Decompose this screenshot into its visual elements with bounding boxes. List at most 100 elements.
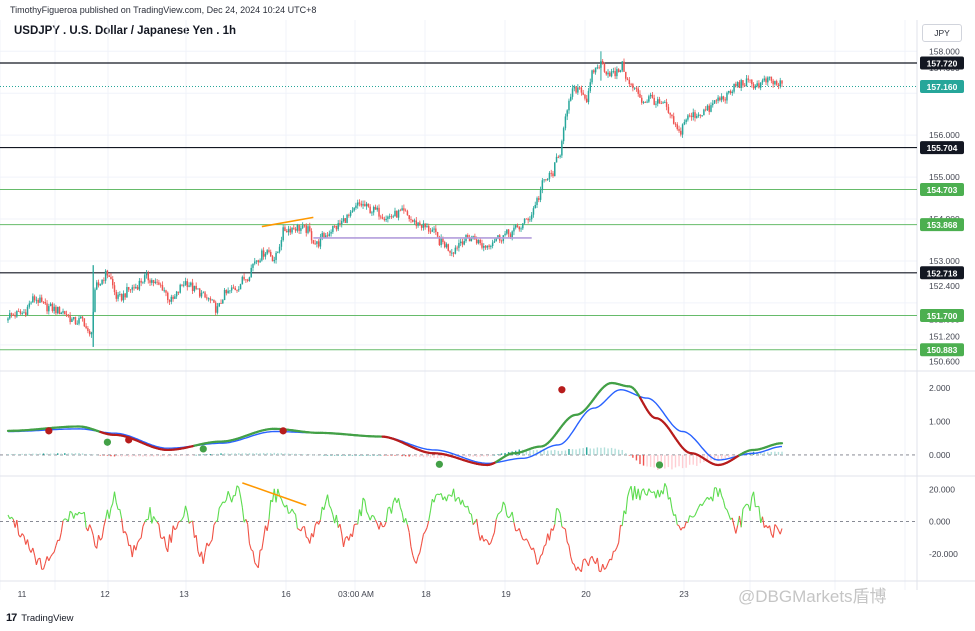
oscillator-line-segment [149, 507, 153, 524]
candle-body [172, 296, 174, 299]
candle-body [381, 217, 384, 219]
oscillator-line-segment [694, 511, 698, 516]
oscillator-line-segment [300, 526, 304, 532]
oscillator-line-segment [545, 533, 549, 545]
candle-body [722, 96, 725, 100]
candle-body [577, 87, 579, 93]
candle-body [525, 218, 528, 220]
oscillator-line-segment [218, 505, 222, 509]
candle-body [523, 218, 526, 224]
oscillator-line-segment [170, 525, 174, 543]
histogram-bar [326, 454, 329, 456]
oscillator-line-segment [163, 536, 167, 548]
oscillator-line-segment [556, 507, 559, 510]
publisher-header: TimothyFigueroa published on TradingView… [10, 5, 317, 15]
candle-body [348, 214, 350, 216]
oscillator-line-segment [366, 511, 369, 516]
candle-body [355, 205, 357, 208]
candle-body [316, 241, 318, 244]
last-price-tag [920, 80, 964, 94]
candle-body [222, 300, 224, 304]
oscillator-line-segment [153, 516, 156, 520]
oscillator-line-segment [326, 494, 330, 506]
oscillator-line-segment [215, 520, 218, 523]
histogram-bar [621, 449, 623, 455]
oscillator-line-segment [295, 514, 298, 529]
candle-body [658, 99, 661, 104]
cross-point-dot [435, 460, 443, 468]
oscillator-line-segment [89, 524, 92, 530]
candle-body [211, 299, 213, 301]
candle-body [575, 86, 577, 93]
cross-point-dot [125, 436, 133, 444]
last-price-tag-label: 157.160 [927, 82, 958, 92]
histogram-bar [156, 454, 158, 457]
price-tick-label: 151.200 [929, 331, 960, 341]
histogram-bar [188, 454, 190, 456]
histogram-bar [596, 447, 599, 455]
histogram-bar [206, 454, 208, 455]
candle-body [399, 210, 402, 212]
oscillator-line-segment [769, 525, 772, 535]
oscillator-line-segment [151, 516, 155, 524]
oscillator-line-segment [53, 545, 57, 553]
candle-body [184, 281, 187, 285]
candle-body [436, 232, 439, 237]
candle-body [591, 70, 593, 83]
oscillator-line-segment [69, 510, 73, 514]
histogram-bar [593, 448, 595, 455]
oscillator-line-segment [266, 519, 270, 531]
histogram-bar [341, 454, 343, 456]
tradingview-footer[interactable]: 17 TradingView [6, 611, 74, 625]
oscillator-tick-label: 0.000 [929, 517, 951, 527]
currency-selector[interactable]: JPY [922, 24, 962, 42]
candle-body [454, 247, 457, 254]
histogram-bar [493, 454, 496, 456]
candle-body [259, 260, 261, 263]
histogram-bar [280, 453, 283, 455]
histogram-bar [262, 452, 265, 455]
histogram-bar [184, 454, 187, 456]
candle-body [207, 298, 210, 300]
oscillator-line-segment [650, 491, 653, 494]
oscillator-line-segment [192, 520, 195, 538]
candle-body [403, 208, 405, 211]
candle-body [672, 116, 675, 124]
candle-body [285, 231, 288, 233]
histogram-bar [632, 454, 634, 458]
oscillator-line-segment [297, 528, 300, 531]
candle-body [284, 227, 286, 232]
candle-body [282, 227, 284, 241]
candle-body [642, 102, 645, 103]
candle-body [422, 223, 425, 228]
histogram-bar [649, 454, 652, 467]
histogram-bar [319, 454, 322, 456]
histogram-bar [610, 447, 613, 455]
oscillator-line-segment [241, 507, 245, 523]
candle-body [562, 128, 565, 142]
histogram-bar [163, 454, 165, 457]
candle-body [678, 129, 680, 131]
candle-body [467, 235, 469, 239]
histogram-bar [504, 452, 506, 455]
candle-body [612, 71, 615, 72]
oscillator-line-segment [749, 496, 753, 512]
candle-body [703, 109, 705, 116]
candle-body [491, 242, 494, 247]
candle-body [49, 303, 52, 307]
histogram-bar [426, 454, 428, 458]
oscillator-line-segment [312, 525, 316, 538]
candle-body [174, 296, 176, 299]
histogram-bar [380, 454, 382, 456]
oscillator-line-segment [341, 533, 345, 547]
histogram-bar [603, 447, 606, 455]
oscillator-line-segment [573, 564, 577, 571]
histogram-bar [284, 453, 286, 455]
candle-body [25, 312, 27, 315]
oscillator-line-segment [662, 483, 666, 495]
candle-body [770, 76, 773, 81]
oscillator-line-segment [735, 525, 739, 534]
candle-body [710, 105, 712, 112]
candle-body [321, 233, 323, 237]
